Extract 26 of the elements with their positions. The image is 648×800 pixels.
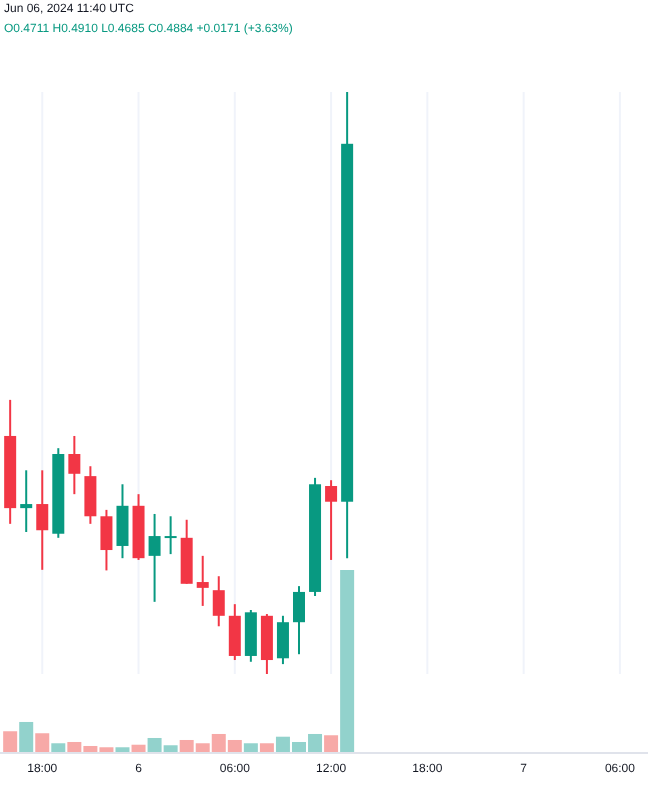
bar xyxy=(35,733,50,752)
bar xyxy=(131,744,146,752)
candlestick xyxy=(276,614,289,666)
bar xyxy=(259,743,274,752)
bar xyxy=(324,735,339,752)
candlestick xyxy=(196,554,209,607)
candlestick xyxy=(20,469,33,533)
candlestick xyxy=(212,575,225,628)
candlestick xyxy=(100,508,113,572)
candlestick xyxy=(68,434,81,496)
candlestick xyxy=(325,479,338,561)
candlestick xyxy=(36,469,49,571)
candlestick xyxy=(260,613,273,675)
bar xyxy=(340,570,355,752)
candlestick xyxy=(116,483,129,560)
candlestick xyxy=(244,608,257,663)
bar xyxy=(19,721,34,752)
candlestick xyxy=(180,518,193,585)
bar xyxy=(51,743,66,752)
candlestick xyxy=(292,585,305,656)
candlestick xyxy=(228,603,241,662)
candlestick xyxy=(164,515,177,556)
bar xyxy=(243,743,258,752)
bar xyxy=(3,731,18,752)
candlestick xyxy=(84,465,97,525)
candlestick xyxy=(148,512,161,603)
